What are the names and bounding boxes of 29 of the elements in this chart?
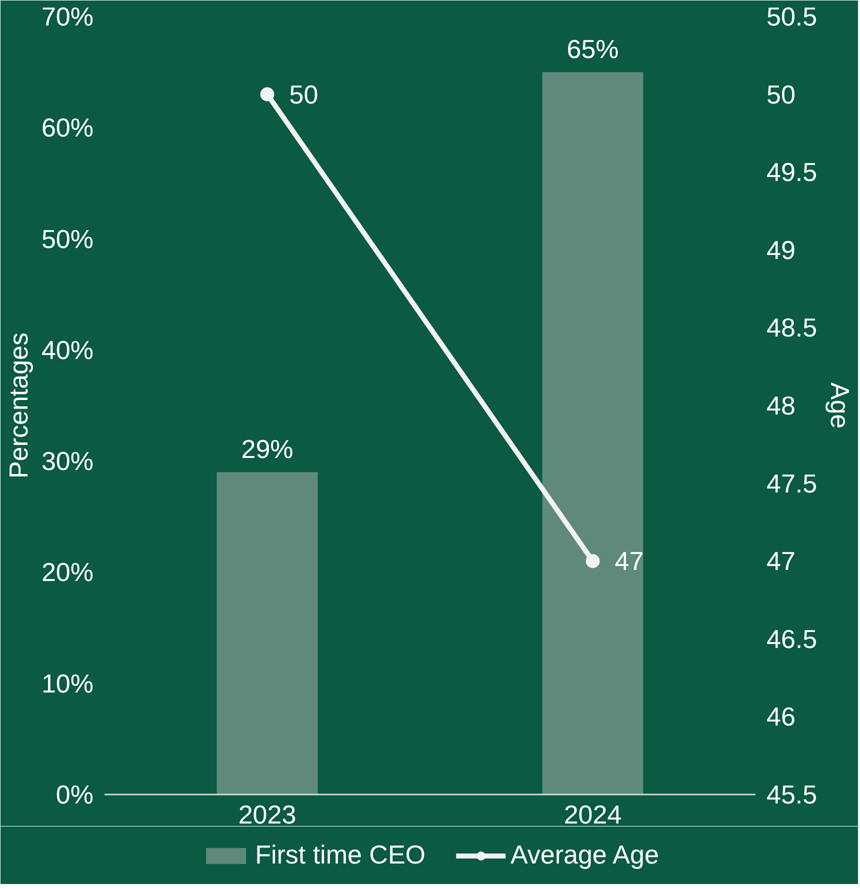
data-label: 29% bbox=[241, 434, 294, 464]
y-tick-label: 70% bbox=[41, 2, 94, 32]
y2-tick-label: 48.5 bbox=[766, 312, 818, 343]
y2-tick-label: 48 bbox=[766, 390, 796, 420]
y-tick-label: 20% bbox=[41, 557, 94, 588]
y2-tick-label: 46 bbox=[766, 702, 796, 732]
y2-tick-label: 47 bbox=[766, 546, 796, 576]
y-tick-label: 40% bbox=[41, 334, 94, 365]
y-tick-label: 60% bbox=[41, 112, 94, 143]
y-tick-label: 0% bbox=[56, 780, 94, 810]
data-label: 65% bbox=[566, 34, 619, 64]
y2-tick-label: 47.5 bbox=[766, 468, 818, 498]
y2-tick-label: 50 bbox=[766, 79, 796, 110]
y-tick-label: 10% bbox=[41, 668, 94, 698]
legend-label: First time CEO bbox=[255, 840, 426, 870]
data-label: 50 bbox=[289, 79, 318, 110]
y2-tick-label: 45.5 bbox=[766, 780, 818, 810]
data-label: 47 bbox=[614, 546, 644, 576]
x-tick-label: 2023 bbox=[238, 800, 296, 830]
y2-tick-label: 49.5 bbox=[766, 157, 818, 188]
y2-tick-label: 50.5 bbox=[766, 2, 818, 32]
legend-label: Average Age bbox=[510, 840, 659, 870]
y2-tick-label: 46.5 bbox=[766, 624, 818, 654]
y2-axis-title: Age bbox=[825, 382, 856, 429]
x-tick-label: 2024 bbox=[564, 800, 622, 830]
y2-tick-label: 49 bbox=[766, 234, 796, 265]
y-axis-title: Percentages bbox=[3, 332, 34, 478]
y-tick-label: 50% bbox=[41, 224, 94, 254]
y-tick-label: 30% bbox=[41, 446, 94, 476]
